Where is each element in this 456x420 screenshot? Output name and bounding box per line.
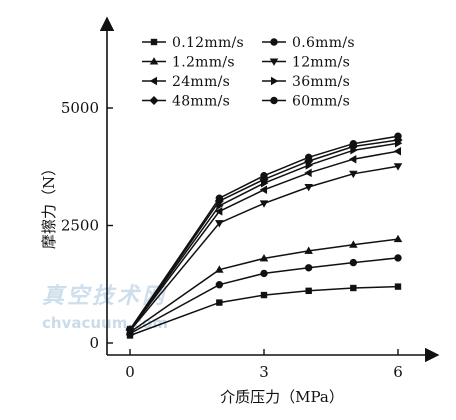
data-point-circle	[260, 269, 268, 278]
data-point-circle	[394, 132, 402, 140]
data-point-circle	[394, 254, 402, 262]
legend-label: 48mm/s	[172, 94, 230, 110]
data-point-triangle-right	[270, 76, 279, 86]
data-point-triangle-down	[269, 58, 279, 66]
legend-label: 60mm/s	[292, 94, 350, 110]
data-point-triangle-up	[304, 246, 313, 254]
data-point-triangle-down	[215, 220, 224, 228]
legend-item: 12mm/s	[262, 55, 350, 71]
data-point-triangle-left	[304, 168, 312, 178]
legend-item: 1.2mm/s	[142, 55, 235, 71]
data-point-triangle-left	[393, 146, 402, 156]
legend-label: 0.12mm/s	[172, 35, 244, 51]
data-point-triangle-down	[304, 183, 313, 192]
data-point-circle	[260, 171, 268, 180]
series-line	[129, 285, 399, 337]
y-tick-label: 5000	[61, 99, 99, 117]
data-point-triangle-down	[349, 170, 358, 179]
series	[125, 146, 402, 335]
series	[125, 135, 403, 335]
legend-label: 24mm/s	[172, 74, 230, 90]
axis-ticks: 0 3 6 0 2500 5000	[61, 99, 403, 381]
legend-item: 0.6mm/s	[262, 35, 355, 51]
data-point-circle	[215, 194, 224, 202]
data-point-triangle-left	[259, 185, 268, 195]
data-point-triangle-left	[214, 207, 223, 216]
series-line	[129, 142, 399, 331]
series-line	[129, 135, 399, 330]
legend-item: 0.12mm/s	[142, 35, 244, 51]
legend-item: 60mm/s	[262, 94, 350, 110]
data-point-circle	[270, 96, 278, 105]
legend-label: 12mm/s	[292, 55, 350, 71]
data-point-triangle-down	[393, 163, 403, 171]
x-tick-label: 0	[125, 363, 135, 381]
series-line	[129, 238, 399, 333]
data-point-square	[350, 284, 357, 292]
data-point-triangle-up	[349, 240, 358, 248]
legend-label: 0.6mm/s	[292, 35, 355, 51]
y-tick-label: 0	[89, 334, 99, 352]
data-point-triangle-up	[149, 57, 159, 65]
legend-item: 48mm/s	[142, 94, 230, 110]
series	[126, 283, 402, 339]
x-tick-label: 6	[393, 363, 403, 381]
legend-label: 1.2mm/s	[172, 55, 235, 71]
legend: 0.12mm/s 0.6mm/s 1.2mm/s 12mm/s 24mm/s 36mm/s…	[142, 35, 355, 110]
series-line	[129, 150, 399, 331]
y-axis-title: 摩擦力（N）	[40, 161, 58, 249]
data-point-diamond	[149, 95, 159, 106]
data-point-square	[260, 291, 268, 299]
data-point-triangle-up	[215, 265, 224, 273]
data-point-square	[216, 299, 223, 306]
series-layer	[125, 132, 403, 339]
data-point-circle	[215, 281, 224, 289]
series-line	[129, 139, 399, 331]
series	[126, 132, 402, 334]
x-axis-title: 介质压力（MPa）	[220, 388, 344, 406]
data-point-triangle-down	[259, 200, 269, 208]
data-point-triangle-up	[393, 234, 403, 243]
data-point-circle	[126, 325, 134, 334]
data-point-circle	[304, 153, 313, 162]
data-point-square	[150, 38, 158, 46]
series	[125, 163, 403, 336]
legend-item: 24mm/s	[142, 74, 230, 90]
data-point-circle	[349, 140, 358, 148]
data-point-circle	[304, 264, 313, 272]
data-point-triangle-left	[348, 154, 357, 164]
legend-item: 36mm/s	[262, 74, 350, 90]
data-point-circle	[270, 38, 278, 46]
data-point-triangle-up	[259, 254, 269, 262]
series-line	[129, 257, 399, 335]
data-point-square	[305, 287, 312, 295]
y-tick-label: 2500	[61, 217, 99, 235]
watermark-title: 真空技术网	[42, 283, 167, 309]
data-point-square	[394, 283, 402, 290]
legend-label: 36mm/s	[292, 74, 350, 90]
series-line	[129, 165, 399, 332]
data-point-circle	[349, 258, 358, 267]
data-point-triangle-left	[149, 76, 158, 86]
x-tick-label: 3	[259, 363, 269, 381]
